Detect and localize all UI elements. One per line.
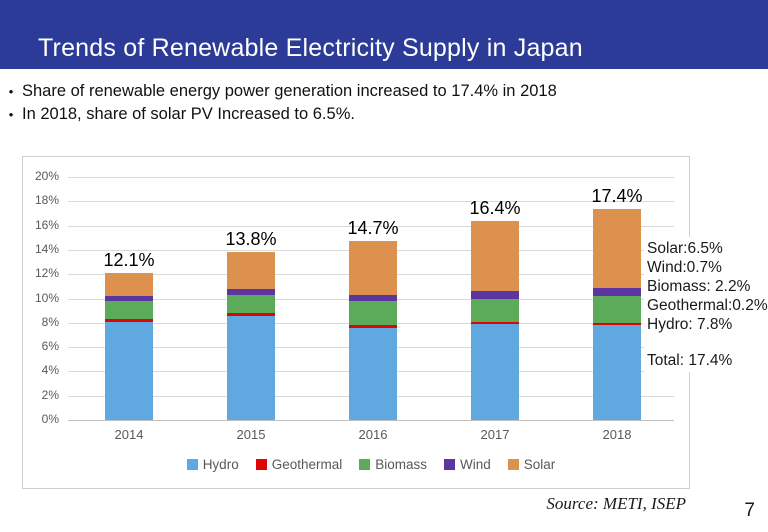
legend-swatch-icon bbox=[255, 459, 267, 470]
legend-item-geothermal: Geothermal bbox=[255, 457, 343, 472]
bar-2014 bbox=[105, 273, 153, 420]
bar-segment-hydro-2018 bbox=[593, 325, 641, 420]
bar-segment-hydro-2017 bbox=[471, 324, 519, 420]
bar-segment-biomass-2015 bbox=[227, 294, 275, 314]
annotation-line: Hydro: 7.8% bbox=[647, 316, 733, 333]
bar-segment-solar-2018 bbox=[593, 208, 641, 288]
legend-swatch-icon bbox=[507, 459, 519, 470]
bullet-item: • In 2018, share of solar PV Increased t… bbox=[0, 103, 760, 126]
legend-swatch-icon bbox=[186, 459, 198, 470]
bar-segment-solar-2017 bbox=[471, 220, 519, 292]
slide-title-bar: Trends of Renewable Electricity Supply i… bbox=[0, 0, 768, 69]
bar-total-label: 12.1% bbox=[103, 249, 155, 270]
bar-segment-geothermal-2016 bbox=[349, 325, 397, 328]
bar-segment-biomass-2017 bbox=[471, 298, 519, 322]
y-axis-tick-label: 12% bbox=[34, 266, 59, 281]
bar-segment-hydro-2016 bbox=[349, 327, 397, 420]
bar-segment-geothermal-2015 bbox=[227, 313, 275, 316]
y-axis-tick-label: 0% bbox=[41, 412, 59, 426]
bar-segment-geothermal-2018 bbox=[593, 322, 641, 326]
bar-segment-biomass-2018 bbox=[593, 296, 641, 323]
bullet-item: • Share of renewable energy power genera… bbox=[0, 80, 760, 103]
y-axis-tick-label: 10% bbox=[34, 290, 59, 305]
legend-swatch-icon bbox=[444, 459, 456, 470]
bullet-list: • Share of renewable energy power genera… bbox=[0, 80, 760, 126]
y-axis-tick-label: 4% bbox=[41, 363, 59, 378]
bar-segment-wind-2014 bbox=[105, 296, 153, 301]
bar-segment-solar-2016 bbox=[349, 241, 397, 295]
bar-segment-wind-2016 bbox=[349, 294, 397, 301]
gridline bbox=[68, 177, 674, 178]
bar-2017 bbox=[471, 220, 519, 420]
y-axis-tick-label: 2% bbox=[41, 387, 59, 402]
bar-2015 bbox=[227, 252, 275, 420]
bar-segment-solar-2014 bbox=[105, 273, 153, 297]
page-title: Trends of Renewable Electricity Supply i… bbox=[38, 34, 583, 62]
y-axis-tick-label: 20% bbox=[34, 169, 59, 183]
chart-legend: Hydro Geothermal Biomass Wind Solar bbox=[68, 457, 674, 472]
bar-segment-biomass-2014 bbox=[105, 300, 153, 320]
legend-item-solar: Solar bbox=[507, 457, 556, 472]
y-axis-tick-label: 18% bbox=[34, 193, 59, 208]
bar-segment-solar-2015 bbox=[227, 252, 275, 289]
y-axis-tick-label: 16% bbox=[34, 217, 59, 232]
bullet-text: In 2018, share of solar PV Increased to … bbox=[22, 105, 355, 123]
bar-total-label: 16.4% bbox=[469, 197, 521, 218]
y-axis-tick-label: 8% bbox=[41, 314, 59, 329]
gridline bbox=[68, 201, 674, 203]
legend-item-biomass: Biomass bbox=[359, 457, 427, 472]
bar-segment-geothermal-2017 bbox=[471, 321, 519, 324]
x-axis-tick-label: 2014 bbox=[114, 427, 144, 442]
legend-label: Hydro bbox=[202, 457, 239, 472]
x-axis-tick-label: 2015 bbox=[236, 427, 266, 442]
stacked-bar-chart: 0% 2% 4% 6% 8% 10% 12% 14% 16% 18% 20% 12.1% 2014 13.… bbox=[22, 156, 768, 489]
bar-2018 bbox=[593, 208, 641, 420]
annotation-spacer bbox=[647, 334, 768, 351]
legend-label: Solar bbox=[523, 457, 556, 472]
bar-segment-hydro-2014 bbox=[105, 321, 153, 420]
annotation-line: Geothermal:0.2% bbox=[647, 297, 768, 314]
legend-swatch-icon bbox=[359, 459, 371, 470]
legend-item-hydro: Hydro bbox=[186, 457, 239, 472]
bullet-icon: • bbox=[8, 84, 14, 99]
bar-segment-geothermal-2014 bbox=[105, 319, 153, 322]
x-axis-tick-label: 2018 bbox=[602, 427, 632, 442]
x-axis-tick-label: 2017 bbox=[480, 427, 510, 442]
annotation-line: Wind:0.7% bbox=[647, 259, 722, 276]
legend-label: Geothermal bbox=[271, 457, 343, 472]
y-axis-tick-label: 6% bbox=[41, 339, 59, 354]
annotation-line: Biomass: 2.2% bbox=[647, 278, 751, 295]
source-text: Source: METI, ISEP bbox=[546, 494, 686, 513]
bullet-icon: • bbox=[8, 107, 14, 122]
bar-total-label: 13.8% bbox=[225, 229, 277, 250]
legend-label: Biomass bbox=[375, 457, 428, 472]
annotation-2018-breakdown: Solar:6.5% Wind:0.7% Biomass: 2.2% Geotherm… bbox=[644, 237, 768, 372]
bar-total-label: 17.4% bbox=[591, 185, 643, 206]
bar-segment-wind-2017 bbox=[471, 291, 519, 299]
bar-segment-wind-2015 bbox=[227, 288, 275, 295]
gridline bbox=[68, 225, 674, 227]
annotation-line: Solar:6.5% bbox=[647, 240, 723, 257]
page-number: 7 bbox=[744, 500, 755, 521]
bar-2016 bbox=[349, 241, 397, 420]
bar-segment-wind-2018 bbox=[593, 287, 641, 297]
x-axis-tick-label: 2016 bbox=[358, 427, 388, 442]
bar-segment-hydro-2015 bbox=[227, 315, 275, 420]
legend-label: Wind bbox=[460, 457, 491, 472]
annotation-total-line: Total: 17.4% bbox=[647, 352, 733, 369]
bar-segment-biomass-2016 bbox=[349, 300, 397, 326]
bullet-text: Share of renewable energy power generati… bbox=[22, 82, 557, 100]
gridline bbox=[68, 420, 674, 421]
y-axis-tick-label: 14% bbox=[34, 241, 59, 256]
bar-total-label: 14.7% bbox=[347, 218, 399, 239]
legend-item-wind: Wind bbox=[444, 457, 491, 472]
